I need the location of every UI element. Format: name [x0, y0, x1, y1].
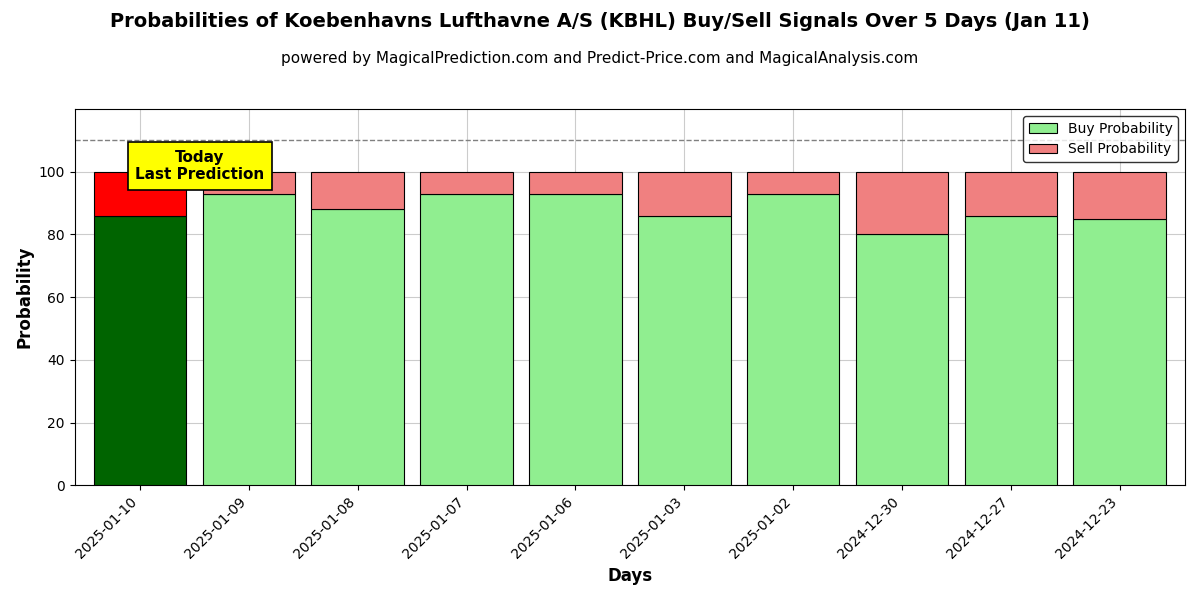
Bar [965, 215, 1057, 485]
Text: Today
Last Prediction: Today Last Prediction [136, 150, 264, 182]
Bar [1074, 172, 1166, 219]
Bar [529, 194, 622, 485]
Bar [312, 209, 404, 485]
Bar [94, 215, 186, 485]
Bar [856, 172, 948, 235]
X-axis label: Days: Days [607, 567, 653, 585]
Bar [746, 194, 839, 485]
Bar [965, 172, 1057, 215]
Text: powered by MagicalPrediction.com and Predict-Price.com and MagicalAnalysis.com: powered by MagicalPrediction.com and Pre… [281, 51, 919, 66]
Bar [746, 172, 839, 194]
Bar [420, 194, 512, 485]
Bar [203, 194, 295, 485]
Y-axis label: Probability: Probability [16, 246, 34, 349]
Bar [529, 172, 622, 194]
Bar [1074, 219, 1166, 485]
Legend: Buy Probability, Sell Probability: Buy Probability, Sell Probability [1024, 116, 1178, 162]
Bar [203, 172, 295, 194]
Bar [420, 172, 512, 194]
Bar [856, 235, 948, 485]
Bar [312, 172, 404, 209]
Bar [94, 172, 186, 215]
Text: Probabilities of Koebenhavns Lufthavne A/S (KBHL) Buy/Sell Signals Over 5 Days (: Probabilities of Koebenhavns Lufthavne A… [110, 12, 1090, 31]
Bar [638, 172, 731, 215]
Bar [638, 215, 731, 485]
